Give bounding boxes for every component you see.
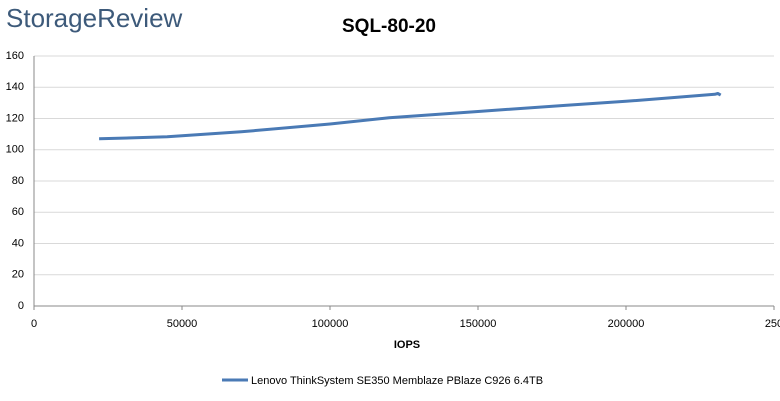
x-tick-label: 100000 bbox=[312, 318, 349, 330]
x-tick-label: 50000 bbox=[167, 318, 198, 330]
x-tick-label: 250 bbox=[765, 318, 780, 330]
y-tick-label: 0 bbox=[18, 300, 24, 312]
y-tick-label: 20 bbox=[12, 269, 24, 281]
y-tick-label: 160 bbox=[6, 50, 24, 62]
x-axis-label: IOPS bbox=[394, 339, 420, 351]
logo: StorageReview bbox=[6, 3, 183, 33]
y-tick-label: 120 bbox=[6, 112, 24, 124]
y-tick-label: 40 bbox=[12, 237, 24, 249]
series-line bbox=[99, 92, 722, 141]
legend-label: Lenovo ThinkSystem SE350 Memblaze PBlaze… bbox=[251, 375, 543, 387]
chart-title: SQL-80-20 bbox=[342, 16, 436, 37]
x-tick-label: 150000 bbox=[460, 318, 497, 330]
x-tick-label: 200000 bbox=[608, 318, 645, 330]
y-tick-label: 80 bbox=[12, 175, 24, 187]
x-tick-label: 0 bbox=[31, 318, 37, 330]
y-tick-label: 140 bbox=[6, 81, 24, 93]
y-tick-label: 100 bbox=[6, 144, 24, 156]
y-tick-label: 60 bbox=[12, 206, 24, 218]
